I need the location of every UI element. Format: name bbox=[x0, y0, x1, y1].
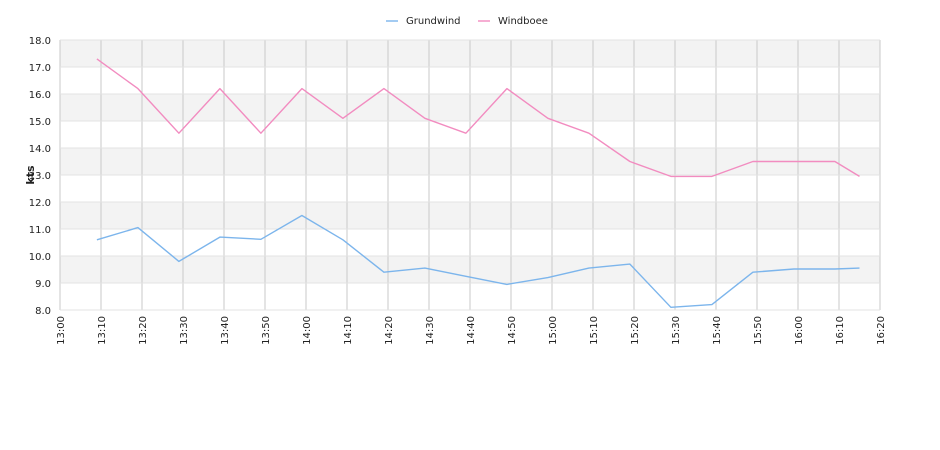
y-tick-label: 13.0 bbox=[29, 171, 51, 182]
y-tick-label: 9.0 bbox=[35, 279, 51, 290]
x-tick-label: 13:50 bbox=[261, 316, 272, 345]
legend-label: Grundwind bbox=[406, 16, 461, 27]
y-tick-label: 12.0 bbox=[29, 198, 51, 209]
y-axis-title: kts bbox=[24, 165, 37, 185]
series-line-grundwind bbox=[96, 214, 860, 308]
x-tick-label: 16:20 bbox=[876, 316, 887, 345]
y-tick-label: 8.0 bbox=[35, 306, 51, 317]
y-tick-label: 16.0 bbox=[29, 90, 51, 101]
x-tick-label: 16:10 bbox=[835, 316, 846, 345]
legend-label: Windboee bbox=[498, 16, 548, 27]
x-tick-label: 14:40 bbox=[466, 316, 477, 345]
x-tick-label: 13:00 bbox=[56, 316, 67, 345]
x-tick-label: 15:00 bbox=[548, 316, 559, 345]
y-tick-label: 18.0 bbox=[29, 36, 51, 47]
x-tick-label: 16:00 bbox=[794, 316, 805, 345]
legend: Grundwind Windboee bbox=[386, 16, 548, 27]
series-lines bbox=[96, 58, 860, 308]
y-tick-label: 14.0 bbox=[29, 144, 51, 155]
x-tick-label: 13:30 bbox=[179, 316, 190, 345]
x-tick-label: 13:10 bbox=[97, 316, 108, 345]
x-tick-label: 14:30 bbox=[425, 316, 436, 345]
x-tick-label: 14:20 bbox=[384, 316, 395, 345]
x-tick-label: 14:50 bbox=[507, 316, 518, 345]
horizontal-gridlines bbox=[60, 39, 880, 311]
y-tick-label: 15.0 bbox=[29, 117, 51, 128]
x-tick-label: 15:50 bbox=[753, 316, 764, 345]
y-axis-tick-labels: 8.0 9.0 10.0 11.0 12.0 13.0 14.0 15.0 16.0 17.0 18… bbox=[29, 36, 51, 317]
y-tick-label: 11.0 bbox=[29, 225, 51, 236]
y-tick-label: 17.0 bbox=[29, 63, 51, 74]
legend-item-grundwind[interactable]: Grundwind bbox=[386, 16, 461, 27]
x-tick-label: 13:20 bbox=[138, 316, 149, 345]
x-tick-label: 15:40 bbox=[712, 316, 723, 345]
x-tick-label: 15:20 bbox=[630, 316, 641, 345]
x-axis-tick-labels: 13:00 13:10 13:20 13:30 13:40 13:50 14:00 14:10… bbox=[56, 316, 887, 345]
y-tick-label: 10.0 bbox=[29, 252, 51, 263]
x-tick-label: 13:40 bbox=[220, 316, 231, 345]
x-tick-label: 14:10 bbox=[343, 316, 354, 345]
legend-item-windboee[interactable]: Windboee bbox=[478, 16, 548, 27]
x-tick-label: 15:30 bbox=[671, 316, 682, 345]
series-line-windboee bbox=[96, 58, 860, 178]
x-tick-label: 15:10 bbox=[589, 316, 600, 345]
x-tick-label: 14:00 bbox=[302, 316, 313, 345]
